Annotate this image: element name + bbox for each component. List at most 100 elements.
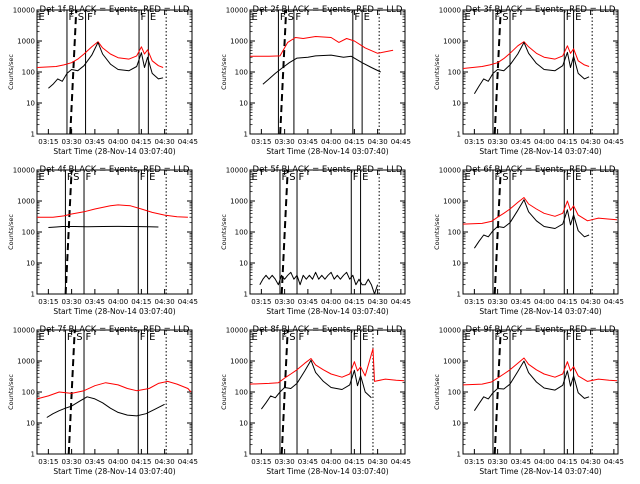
event-marker-label: E — [39, 332, 45, 343]
y-tick-label: 100 — [22, 229, 35, 237]
x-tick-label: 04:00 — [534, 138, 554, 146]
event-marker-label: E — [39, 172, 45, 183]
event-marker-label: E — [362, 332, 368, 343]
y-tick-label: 1000 — [17, 358, 35, 366]
event-rate-line — [262, 54, 381, 85]
event-marker-label: E — [150, 12, 156, 23]
y-tick-label: 10000 — [439, 167, 461, 175]
y-axis-label: Counts/sec — [7, 374, 15, 410]
x-tick-label: 03:30 — [62, 298, 82, 306]
y-tick-label: 1 — [457, 131, 461, 139]
x-tick-label: 03:45 — [511, 298, 531, 306]
x-tick-label: 03:15 — [464, 458, 484, 466]
event-marker-label: S — [502, 172, 508, 183]
x-axis-label: Start Time (28-Nov-14 03:07:40) — [479, 307, 601, 316]
x-tick-label: 04:30 — [368, 298, 388, 306]
x-tick-label: 03:15 — [251, 138, 271, 146]
x-tick-label: 03:30 — [275, 138, 295, 146]
chart-panel-1: Det 1f BLACK = Events, RED = LLD 1 10 100 10… — [7, 5, 198, 156]
y-tick-label: 100 — [22, 69, 35, 77]
y-tick-label: 10 — [26, 420, 35, 428]
event-marker-label: F — [68, 12, 74, 23]
chart-title: Det 3f BLACK = Events, RED = LLD — [466, 5, 616, 15]
event-marker-label: S — [502, 12, 508, 23]
y-axis-label: Counts/sec — [220, 214, 228, 250]
x-tick-label: 03:30 — [62, 458, 82, 466]
y-tick-label: 100 — [22, 389, 35, 397]
slew-marker-line — [280, 169, 289, 295]
y-tick-label: 1 — [457, 451, 461, 459]
event-marker-label: E — [252, 332, 258, 343]
x-tick-label: 03:45 — [85, 138, 105, 146]
chart-panel-5: Det 5f BLACK = Events, RED = LLD 1 10 100 10… — [220, 165, 411, 316]
x-tick-label: 04:15 — [557, 138, 577, 146]
y-tick-label: 10 — [452, 420, 461, 428]
x-tick-label: 04:30 — [155, 138, 175, 146]
x-tick-label: 03:15 — [38, 458, 58, 466]
x-tick-label: 03:15 — [38, 298, 58, 306]
lld-rate-line — [462, 197, 618, 225]
x-tick-label: 04:15 — [557, 458, 577, 466]
event-marker-label: F — [354, 12, 360, 23]
x-axis-label: Start Time (28-Nov-14 03:07:40) — [53, 147, 175, 156]
x-tick-label: 03:45 — [85, 458, 105, 466]
x-tick-label: 03:45 — [85, 298, 105, 306]
y-tick-label: 1 — [31, 291, 35, 299]
x-tick-label: 04:15 — [344, 138, 364, 146]
slew-marker-line — [493, 329, 502, 455]
y-tick-label: 10 — [239, 260, 248, 268]
y-tick-label: 10000 — [13, 327, 35, 335]
event-rate-line — [473, 41, 590, 94]
y-tick-label: 10 — [239, 100, 248, 108]
x-tick-label: 03:15 — [464, 298, 484, 306]
y-tick-label: 100 — [235, 389, 248, 397]
event-marker-label: F — [494, 172, 500, 183]
x-tick-label: 03:45 — [298, 458, 318, 466]
y-tick-label: 1000 — [17, 198, 35, 206]
lld-rate-line — [462, 357, 618, 386]
chart-title: Det 5f BLACK = Events, RED = LLD — [253, 165, 403, 175]
event-marker-label: E — [364, 12, 370, 23]
event-marker-label: F — [299, 172, 305, 183]
slew-marker-line — [69, 9, 78, 135]
event-marker-label: E — [252, 12, 258, 23]
y-tick-label: 1 — [31, 451, 35, 459]
x-tick-label: 03:30 — [275, 458, 295, 466]
event-marker-label: F — [512, 332, 518, 343]
x-tick-label: 04:30 — [581, 298, 601, 306]
y-tick-label: 10 — [26, 260, 35, 268]
y-tick-label: 10 — [26, 100, 35, 108]
x-tick-label: 04:30 — [581, 458, 601, 466]
x-tick-label: 04:30 — [155, 458, 175, 466]
slew-marker-line — [280, 329, 289, 455]
event-marker-label: E — [149, 172, 155, 183]
event-marker-label: F — [512, 172, 518, 183]
event-marker-label: S — [73, 172, 79, 183]
event-marker-label: F — [353, 172, 359, 183]
x-tick-label: 03:15 — [38, 138, 58, 146]
x-axis-label: Start Time (28-Nov-14 03:07:40) — [479, 147, 601, 156]
x-axis-label: Start Time (28-Nov-14 03:07:40) — [266, 307, 388, 316]
chart-title: Det 2f BLACK = Events, RED = LLD — [253, 5, 403, 15]
lld-rate-line — [462, 41, 590, 69]
chart-title: Det 7f BLACK = Events, RED = LLD — [40, 325, 190, 335]
y-tick-label: 1000 — [443, 198, 461, 206]
event-marker-label: F — [87, 12, 93, 23]
event-marker-label: S — [289, 332, 295, 343]
event-marker-label: S — [288, 12, 294, 23]
event-marker-label: S — [78, 12, 84, 23]
event-marker-label: F — [86, 172, 92, 183]
x-tick-label: 03:30 — [62, 138, 82, 146]
x-tick-label: 04:00 — [108, 298, 128, 306]
plot-frame — [462, 9, 619, 135]
x-tick-label: 04:00 — [534, 298, 554, 306]
event-marker-label: F — [140, 172, 146, 183]
event-marker-label: E — [575, 12, 581, 23]
event-marker-label: F — [494, 332, 500, 343]
x-tick-label: 04:15 — [344, 298, 364, 306]
x-tick-label: 04:00 — [108, 458, 128, 466]
x-tick-label: 04:45 — [604, 138, 624, 146]
event-rate-line — [473, 199, 590, 249]
event-marker-label: F — [566, 172, 572, 183]
event-marker-label: F — [280, 12, 286, 23]
